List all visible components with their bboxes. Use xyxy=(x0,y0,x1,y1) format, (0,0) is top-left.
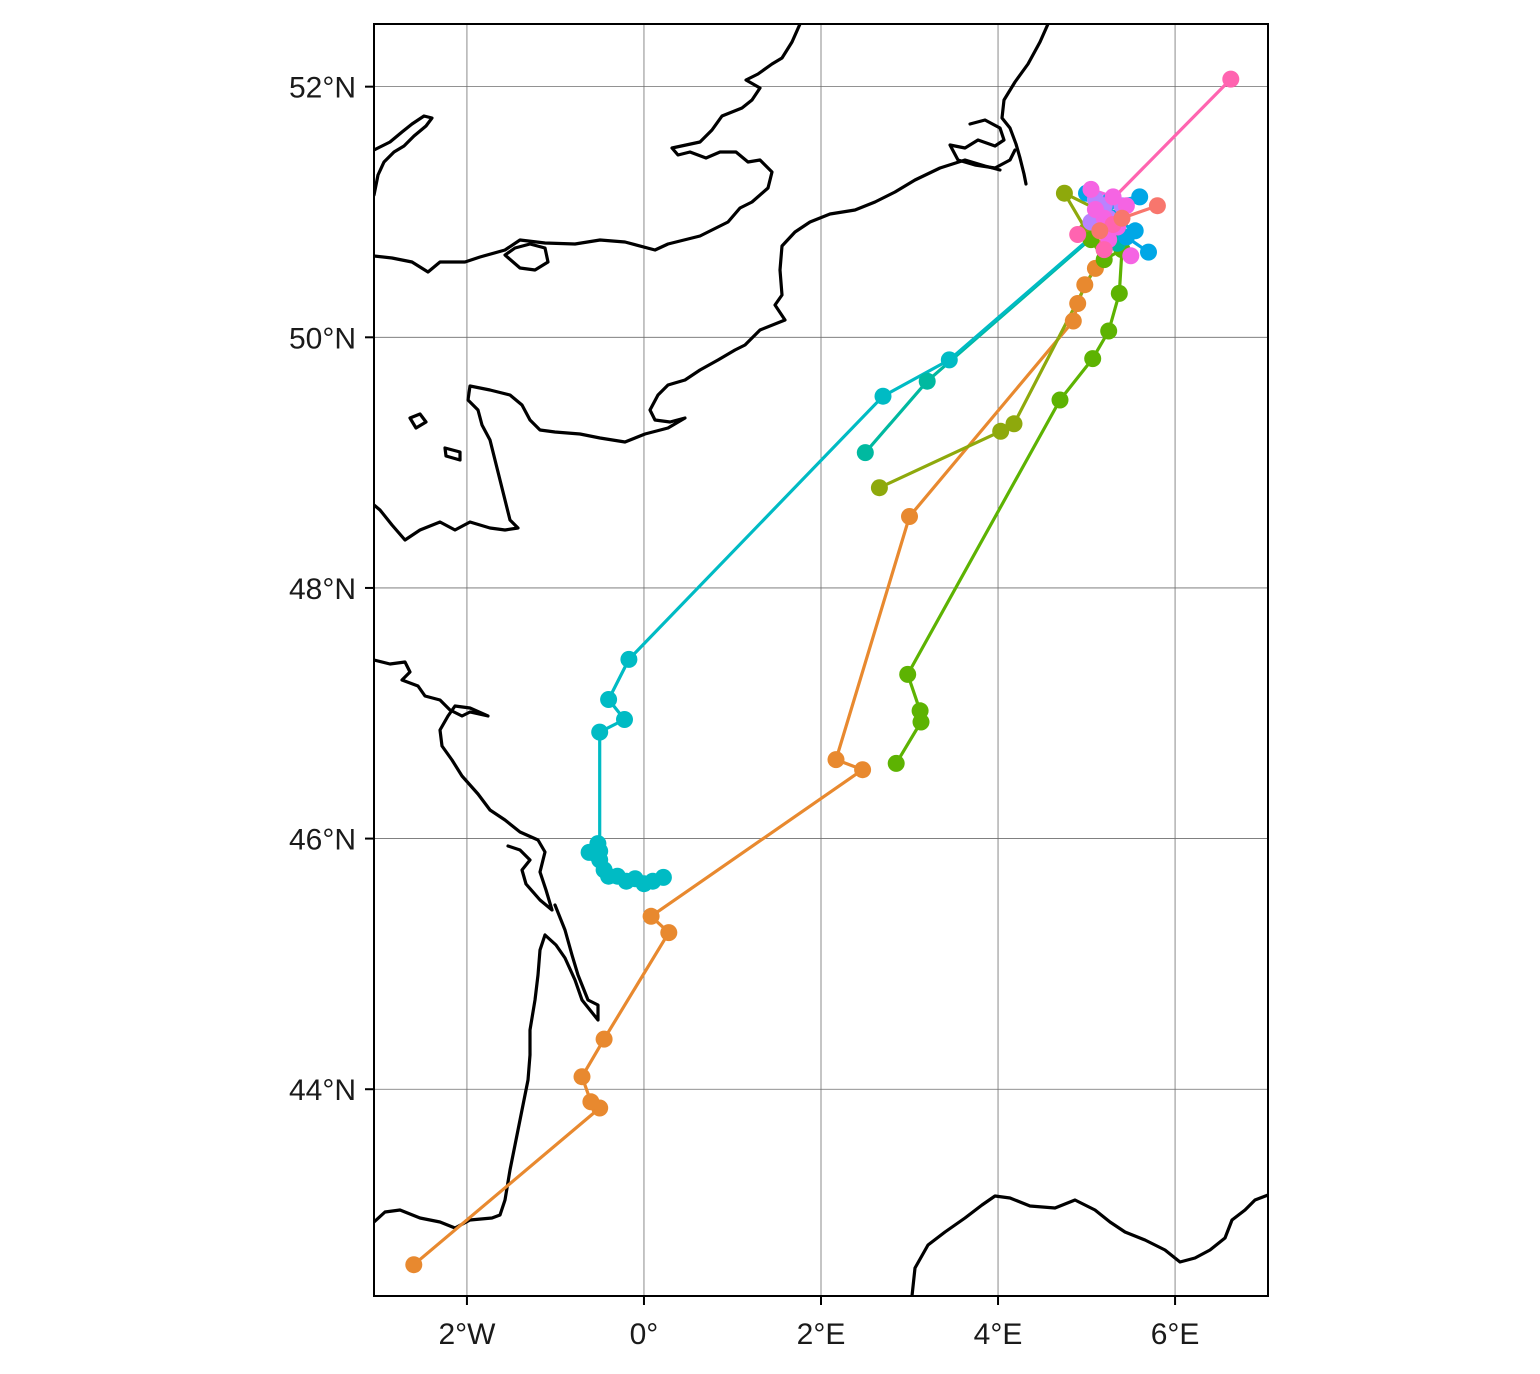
track-point-7-4 xyxy=(1086,201,1104,218)
coastline-france-west xyxy=(374,658,554,912)
track-point-5-2 xyxy=(1126,222,1144,240)
track-point-7-5 xyxy=(1122,247,1140,265)
track-point-4-13 xyxy=(591,723,609,741)
coastline-wales xyxy=(374,114,434,197)
y-tick-label-3: 50°N xyxy=(289,322,356,355)
track-point-0-5 xyxy=(660,924,678,942)
track-point-4-12 xyxy=(591,842,609,860)
y-tick-label-2: 48°N xyxy=(289,573,356,606)
track-point-1-5 xyxy=(1055,184,1073,202)
coastline-france-north xyxy=(374,158,1002,542)
track-point-2-7 xyxy=(1110,284,1128,302)
y-axis: 44°N 46°N 48°N 50°N 52°N xyxy=(289,72,374,1107)
track-point-0-10 xyxy=(1064,312,1082,330)
coastline-channel-islands xyxy=(408,412,462,462)
track-point-5-6 xyxy=(1131,188,1149,206)
track-point-0-11 xyxy=(1069,295,1087,312)
track-point-1-1 xyxy=(992,422,1010,440)
track-point-9-0 xyxy=(1148,197,1166,215)
track-point-4-17 xyxy=(874,387,892,405)
track-point-7-0 xyxy=(1082,180,1100,198)
track-point-0-4 xyxy=(595,1030,613,1048)
coastline-isle-of-wight xyxy=(503,242,550,272)
coastline-mediterranean xyxy=(910,1193,1268,1296)
track-point-8-2 xyxy=(1069,226,1087,243)
x-axis: 2°W 0° 2°E 4°E 6°E xyxy=(438,1296,1199,1351)
track-point-0-2 xyxy=(582,1093,600,1111)
track-point-2-6 xyxy=(1100,322,1118,340)
track-point-3-1 xyxy=(918,372,936,390)
track-point-2-2 xyxy=(911,702,929,720)
track-point-2-3 xyxy=(899,665,917,683)
track-point-0-6 xyxy=(642,907,660,925)
x-tick-label-4: 6°E xyxy=(1151,1318,1200,1351)
track-point-7-1 xyxy=(1104,188,1122,206)
y-tick-label-4: 52°N xyxy=(289,72,356,105)
x-tick-label-3: 4°E xyxy=(974,1318,1023,1351)
x-tick-label-2: 2°E xyxy=(797,1318,846,1351)
track-point-4-18 xyxy=(940,351,958,369)
track-point-9-1 xyxy=(1113,209,1131,227)
track-point-4-15 xyxy=(600,691,618,708)
track-points xyxy=(405,70,1240,1274)
track-point-5-0 xyxy=(1140,243,1157,261)
y-tick-label-0: 44°N xyxy=(289,1074,356,1107)
coastline-england xyxy=(374,24,802,274)
track-point-0-3 xyxy=(573,1068,591,1086)
track-point-2-0 xyxy=(887,754,905,772)
coastlines xyxy=(374,24,1268,1296)
track-point-0-9 xyxy=(901,508,918,525)
track-point-9-2 xyxy=(1091,222,1109,240)
track-point-0-8 xyxy=(827,751,845,769)
track-point-8-0 xyxy=(1095,241,1113,259)
track-point-4-14 xyxy=(616,711,633,728)
x-tick-label-1: 0° xyxy=(630,1318,659,1351)
track-point-0-12 xyxy=(1076,276,1094,294)
track-point-0-7 xyxy=(854,761,872,779)
track-point-8-3 xyxy=(1222,70,1240,88)
graticule xyxy=(374,24,1268,1296)
track-point-2-4 xyxy=(1051,391,1069,409)
track-point-0-0 xyxy=(405,1256,423,1274)
track-point-2-5 xyxy=(1084,350,1102,368)
x-tick-label-0: 2°W xyxy=(438,1318,496,1351)
track-point-3-0 xyxy=(856,444,874,462)
track-point-1-0 xyxy=(870,479,888,497)
coastline-netherlands xyxy=(1000,24,1050,186)
track-point-4-16 xyxy=(620,650,638,668)
y-tick-label-1: 46°N xyxy=(289,824,356,857)
track-point-1-2 xyxy=(1005,415,1023,433)
